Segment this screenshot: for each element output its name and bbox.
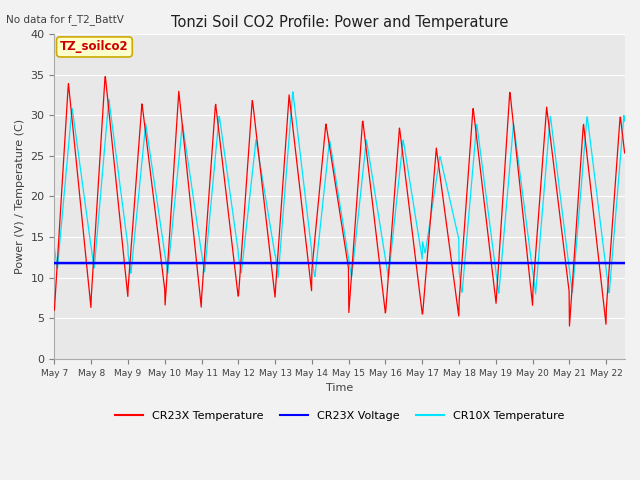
Text: TZ_soilco2: TZ_soilco2 <box>60 40 129 53</box>
Y-axis label: Power (V) / Temperature (C): Power (V) / Temperature (C) <box>15 119 25 274</box>
X-axis label: Time: Time <box>326 383 353 393</box>
Text: No data for f_T2_BattV: No data for f_T2_BattV <box>6 14 124 25</box>
Legend: CR23X Temperature, CR23X Voltage, CR10X Temperature: CR23X Temperature, CR23X Voltage, CR10X … <box>111 407 568 426</box>
Title: Tonzi Soil CO2 Profile: Power and Temperature: Tonzi Soil CO2 Profile: Power and Temper… <box>171 15 508 30</box>
